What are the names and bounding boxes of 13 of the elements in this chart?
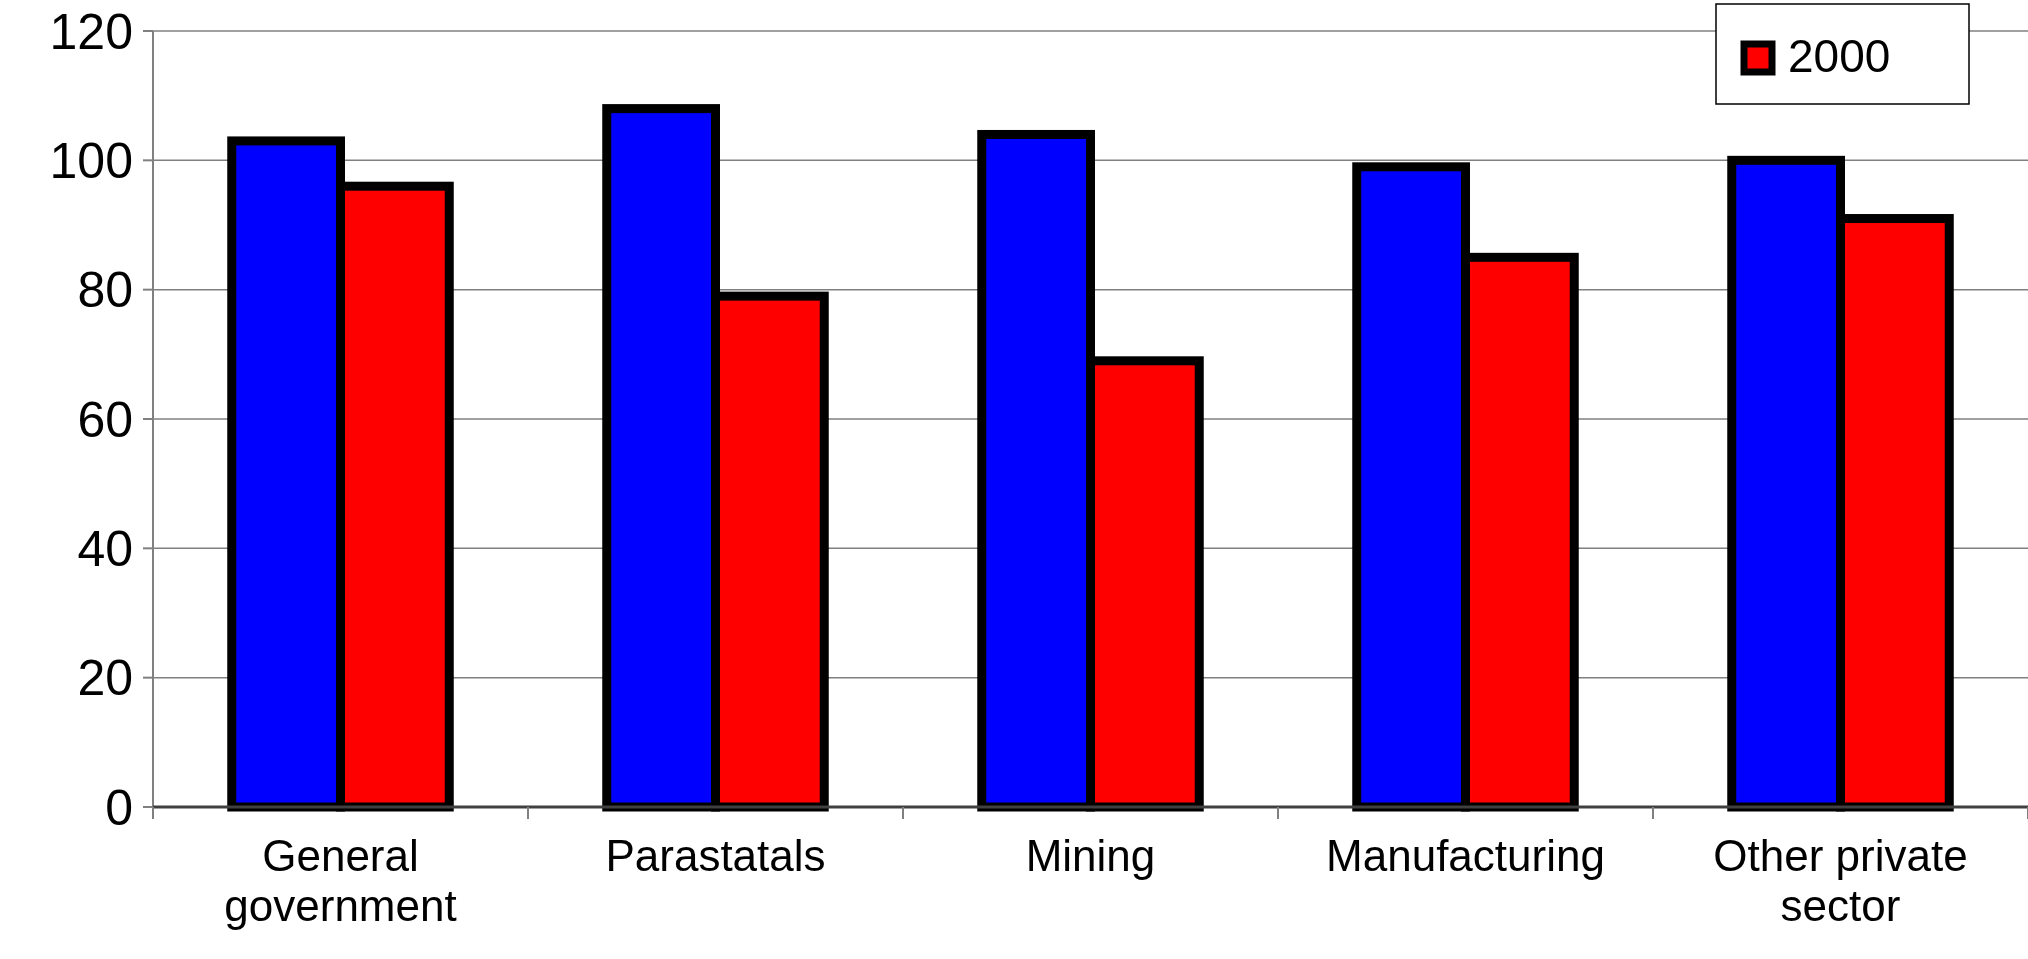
x-tick-label: Other private sector — [1713, 831, 1968, 930]
legend-label: 2000 — [1788, 30, 1891, 82]
y-tick-label: 120 — [49, 3, 133, 60]
x-tick-label: Mining — [1025, 831, 1156, 880]
y-tick-label: 20 — [77, 650, 133, 707]
x-tick-label: Parastatals — [605, 831, 826, 880]
x-tick-label: Manufacturing — [1326, 831, 1605, 880]
y-tick-label: 100 — [49, 132, 133, 189]
x-tick-label: General government — [224, 831, 457, 930]
y-tick-label: 80 — [77, 262, 133, 319]
y-tick-label: 0 — [105, 779, 133, 836]
y-tick-label: 40 — [77, 520, 133, 577]
y-tick-label: 60 — [77, 391, 133, 448]
